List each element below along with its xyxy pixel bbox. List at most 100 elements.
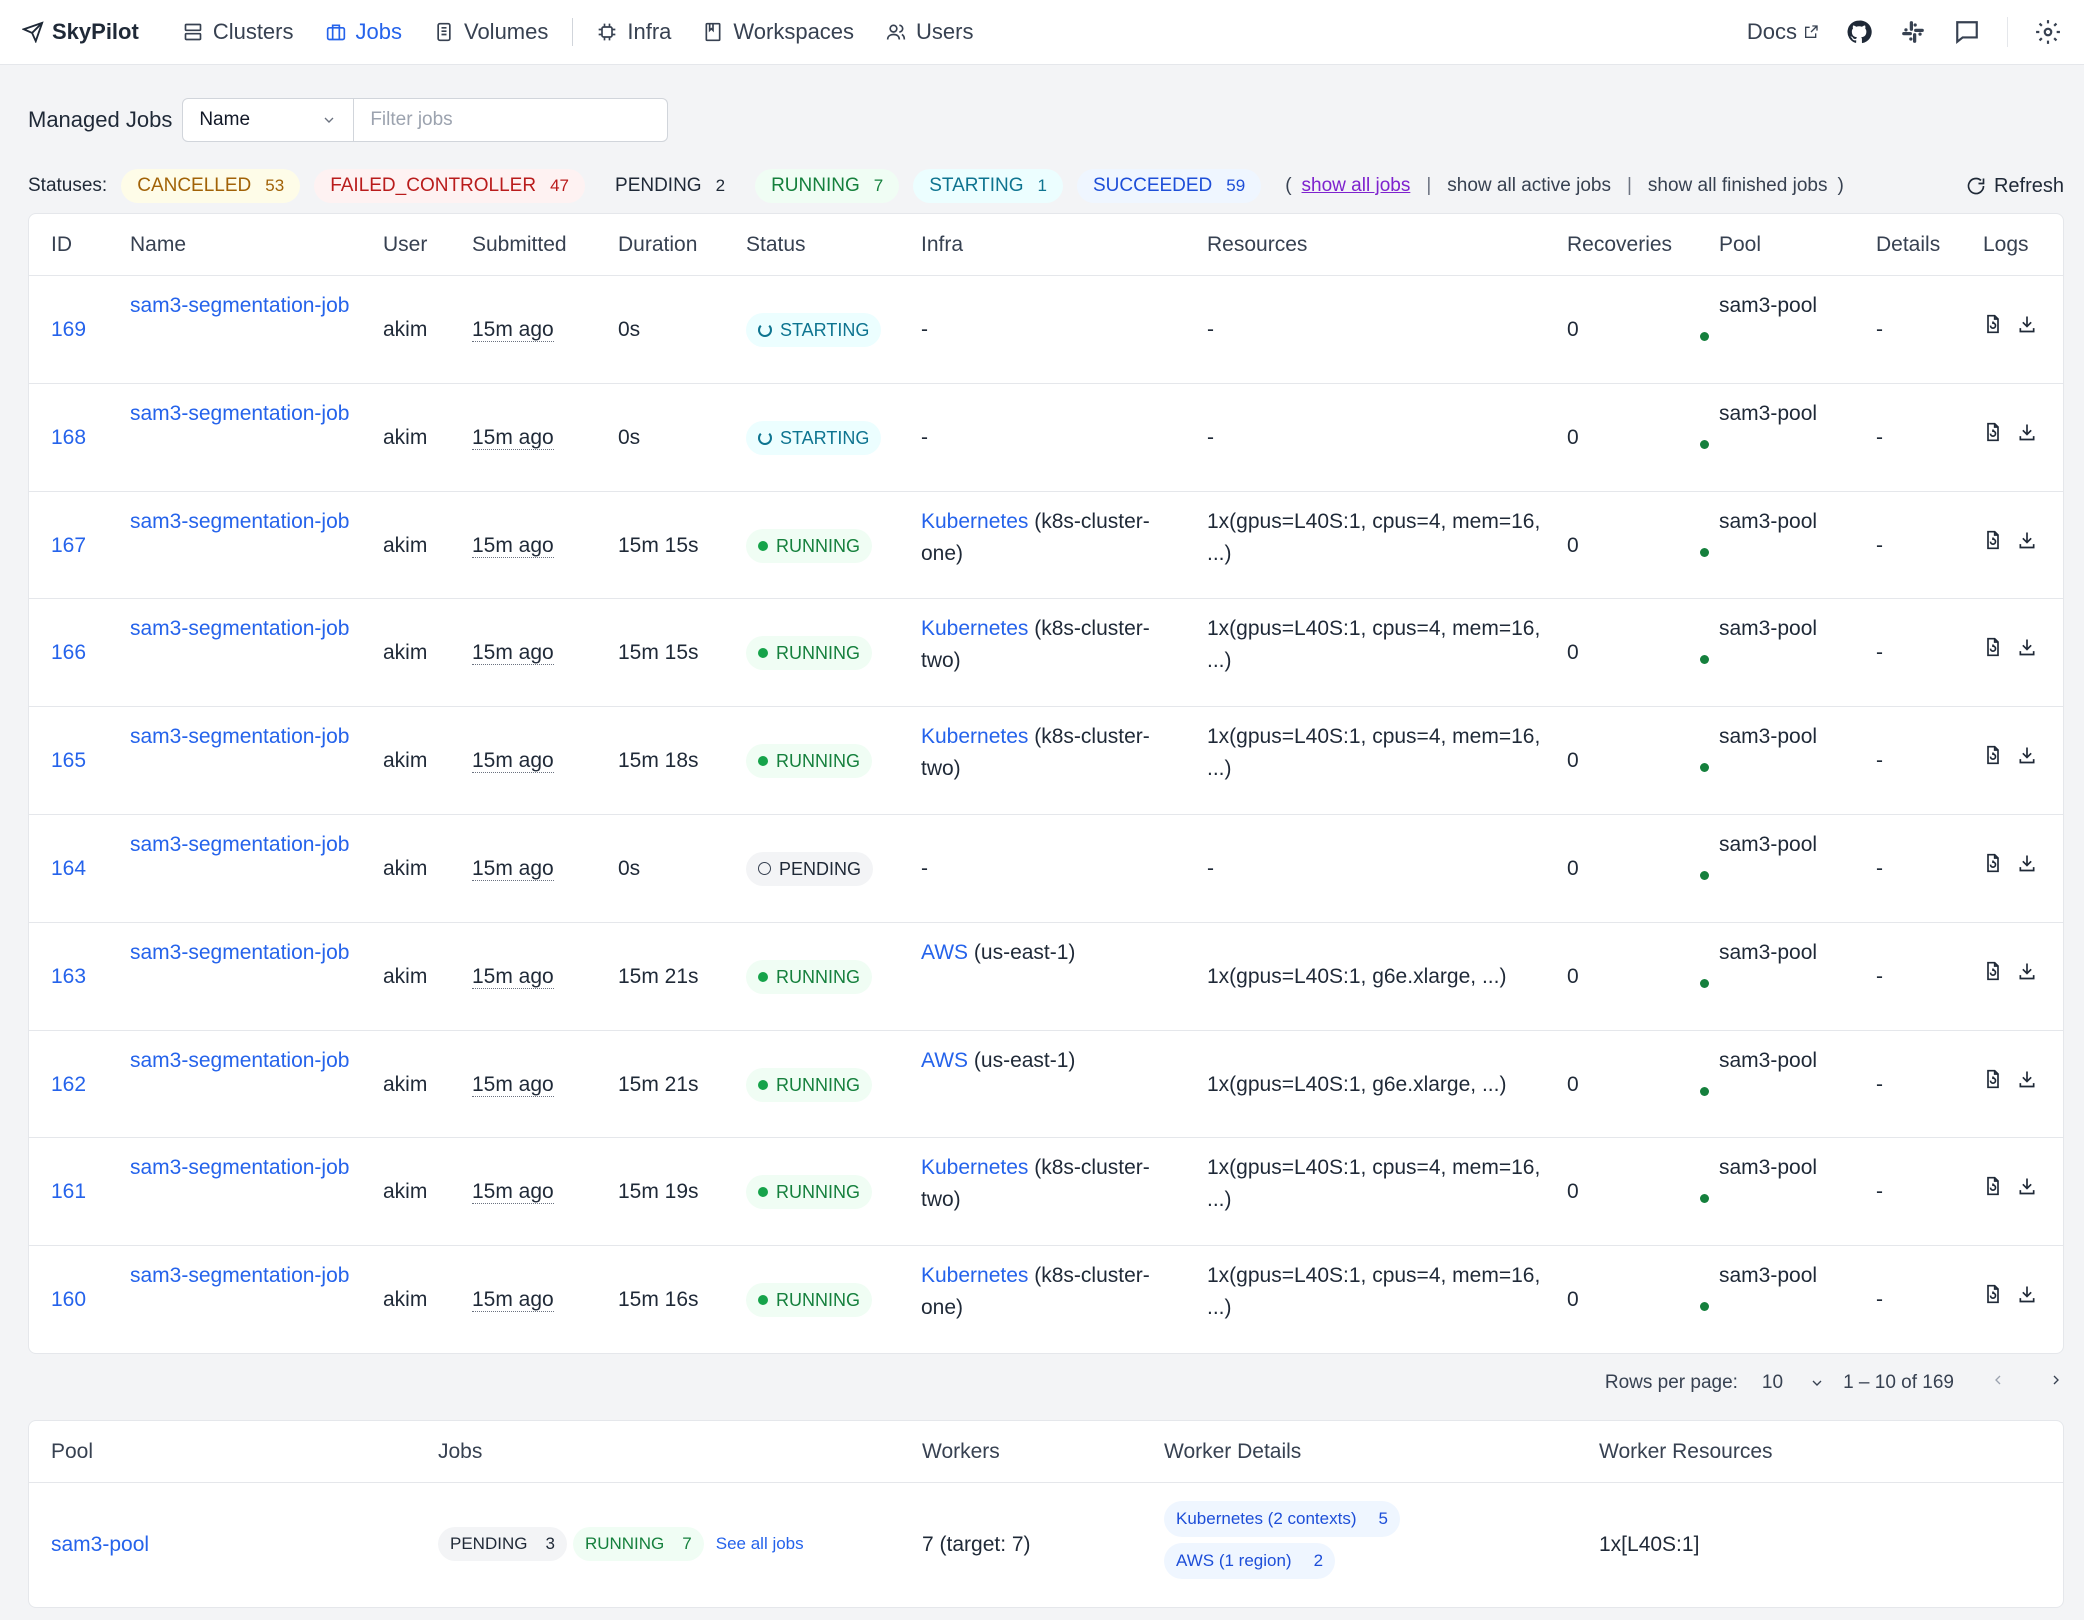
header-name[interactable]: Name — [130, 232, 187, 256]
show-all-jobs-link[interactable]: show all jobs — [1301, 175, 1411, 196]
view-logs-icon[interactable] — [1983, 422, 2003, 442]
header-resources[interactable]: Resources — [1207, 232, 1308, 256]
download-icon[interactable] — [2017, 961, 2037, 981]
nav-workspaces[interactable]: Workspaces — [703, 19, 854, 45]
download-icon[interactable] — [2017, 1284, 2037, 1304]
download-icon[interactable] — [2017, 745, 2037, 765]
view-logs-icon[interactable] — [1983, 1284, 2003, 1304]
header-infra[interactable]: Infra — [921, 232, 964, 256]
job-id-link[interactable]: 164 — [51, 856, 87, 880]
job-name-link[interactable]: sam3-segmentation-job — [130, 1048, 350, 1072]
job-id-link[interactable]: 163 — [51, 964, 87, 988]
job-name-link[interactable]: sam3-segmentation-job — [130, 1264, 350, 1288]
table-row[interactable]: 169 sam3-segmentation-job akim 15m ago 0s STA… — [29, 276, 2063, 384]
infra-cloud-link[interactable]: Kubernetes — [921, 509, 1029, 533]
nav-clusters[interactable]: Clusters — [183, 19, 294, 45]
show-active-jobs-link[interactable]: show all active jobs — [1447, 175, 1611, 196]
show-finished-jobs-link[interactable]: show all finished jobs — [1647, 175, 1828, 196]
header-user[interactable]: User — [383, 232, 428, 256]
download-icon[interactable] — [2017, 637, 2037, 657]
download-icon[interactable] — [2017, 422, 2037, 442]
gear-icon[interactable] — [2034, 18, 2062, 46]
job-name-link[interactable]: sam3-segmentation-job — [130, 401, 350, 425]
status-chip-running[interactable]: RUNNING 7 — [755, 169, 900, 203]
docs-link[interactable]: Docs — [1747, 19, 1819, 45]
pool-job-chip-pending[interactable]: PENDING 3 — [438, 1527, 567, 1561]
table-row[interactable]: 162 sam3-segmentation-job akim 15m ago 15m 2… — [29, 1031, 2063, 1139]
worker-detail-chip-aws[interactable]: AWS (1 region) 2 — [1164, 1543, 1336, 1579]
filter-jobs-input[interactable] — [354, 98, 669, 142]
view-logs-icon[interactable] — [1983, 853, 2003, 873]
nav-volumes[interactable]: Volumes — [434, 19, 548, 45]
job-name-link[interactable]: sam3-segmentation-job — [130, 940, 350, 964]
next-page-button[interactable] — [2048, 1372, 2064, 1394]
header-pool[interactable]: Pool — [51, 1439, 94, 1463]
filter-field-select[interactable]: Name — [182, 98, 355, 142]
view-logs-icon[interactable] — [1983, 530, 2003, 550]
nav-users[interactable]: Users — [886, 19, 974, 45]
status-chip-starting[interactable]: STARTING 1 — [913, 169, 1063, 203]
job-name-link[interactable]: sam3-segmentation-job — [130, 509, 350, 533]
slack-icon[interactable] — [1899, 18, 1927, 46]
table-row[interactable]: 160 sam3-segmentation-job akim 15m ago 15m 1… — [29, 1246, 2063, 1353]
header-submitted[interactable]: Submitted — [472, 232, 567, 256]
table-row[interactable]: 164 sam3-segmentation-job akim 15m ago 0s PEN… — [29, 815, 2063, 923]
job-id-link[interactable]: 165 — [51, 749, 87, 773]
view-logs-icon[interactable] — [1983, 745, 2003, 765]
view-logs-icon[interactable] — [1983, 1069, 2003, 1089]
pool-name-link[interactable]: sam3-pool — [51, 1533, 150, 1556]
prev-page-button[interactable] — [1990, 1372, 2006, 1394]
header-status[interactable]: Status — [746, 232, 806, 256]
job-name-link[interactable]: sam3-segmentation-job — [130, 725, 350, 749]
table-row[interactable]: 167 sam3-segmentation-job akim 15m ago 15m 1… — [29, 492, 2063, 600]
job-id-link[interactable]: 160 — [51, 1288, 87, 1312]
job-id-link[interactable]: 161 — [51, 1180, 87, 1204]
table-row[interactable]: 168 sam3-segmentation-job akim 15m ago 0s STA… — [29, 384, 2063, 492]
pool-job-chip-running[interactable]: RUNNING 7 — [572, 1527, 704, 1561]
download-icon[interactable] — [2017, 314, 2037, 334]
infra-cloud-link[interactable]: Kubernetes — [921, 1264, 1029, 1288]
download-icon[interactable] — [2017, 1176, 2037, 1196]
rows-per-page-select[interactable]: 10 — [1762, 1372, 1825, 1394]
table-row[interactable]: 161 sam3-segmentation-job akim 15m ago 15m 1… — [29, 1138, 2063, 1247]
table-row[interactable]: 166 sam3-segmentation-job akim 15m ago 15m 1… — [29, 599, 2063, 708]
see-all-jobs-link[interactable]: See all jobs — [715, 1534, 804, 1553]
status-chip-succeeded[interactable]: SUCCEEDED 59 — [1076, 169, 1262, 203]
view-logs-icon[interactable] — [1983, 637, 2003, 657]
worker-detail-chip-kubernetes[interactable]: Kubernetes (2 contexts) 5 — [1164, 1501, 1400, 1537]
job-name-link[interactable]: sam3-segmentation-job — [130, 617, 350, 641]
infra-cloud-link[interactable]: AWS — [921, 1048, 969, 1072]
download-icon[interactable] — [2017, 853, 2037, 873]
header-recoveries[interactable]: Recoveries — [1567, 232, 1673, 256]
job-name-link[interactable]: sam3-segmentation-job — [130, 294, 350, 317]
status-chip-cancelled[interactable]: CANCELLED 53 — [121, 169, 301, 203]
status-chip-failed-controller[interactable]: FAILED_CONTROLLER 47 — [314, 169, 586, 203]
view-logs-icon[interactable] — [1983, 314, 2003, 334]
job-id-link[interactable]: 166 — [51, 641, 87, 665]
nav-infra[interactable]: Infra — [597, 19, 671, 45]
brand-logo[interactable]: SkyPilot — [22, 19, 139, 45]
infra-cloud-link[interactable]: Kubernetes — [921, 617, 1029, 641]
view-logs-icon[interactable] — [1983, 961, 2003, 981]
header-duration[interactable]: Duration — [618, 232, 698, 256]
job-id-link[interactable]: 162 — [51, 1072, 87, 1096]
download-icon[interactable] — [2017, 530, 2037, 550]
header-id[interactable]: ID — [51, 232, 72, 256]
view-logs-icon[interactable] — [1983, 1176, 2003, 1196]
infra-cloud-link[interactable]: Kubernetes — [921, 725, 1029, 749]
job-name-link[interactable]: sam3-segmentation-job — [130, 832, 350, 856]
header-pool[interactable]: Pool — [1719, 232, 1762, 256]
github-icon[interactable] — [1845, 18, 1873, 46]
table-row[interactable]: 165 sam3-segmentation-job akim 15m ago 15m 1… — [29, 707, 2063, 815]
job-id-link[interactable]: 167 — [51, 533, 87, 557]
job-name-link[interactable]: sam3-segmentation-job — [130, 1156, 350, 1180]
nav-jobs[interactable]: Jobs — [326, 19, 402, 45]
infra-cloud-link[interactable]: AWS — [921, 940, 969, 964]
infra-cloud-link[interactable]: Kubernetes — [921, 1156, 1029, 1180]
status-chip-pending[interactable]: PENDING 2 — [599, 169, 742, 203]
job-id-link[interactable]: 169 — [51, 318, 87, 341]
refresh-button[interactable]: Refresh — [1966, 175, 2064, 198]
job-id-link[interactable]: 168 — [51, 425, 87, 449]
feedback-icon[interactable] — [1953, 18, 1981, 46]
download-icon[interactable] — [2017, 1069, 2037, 1089]
